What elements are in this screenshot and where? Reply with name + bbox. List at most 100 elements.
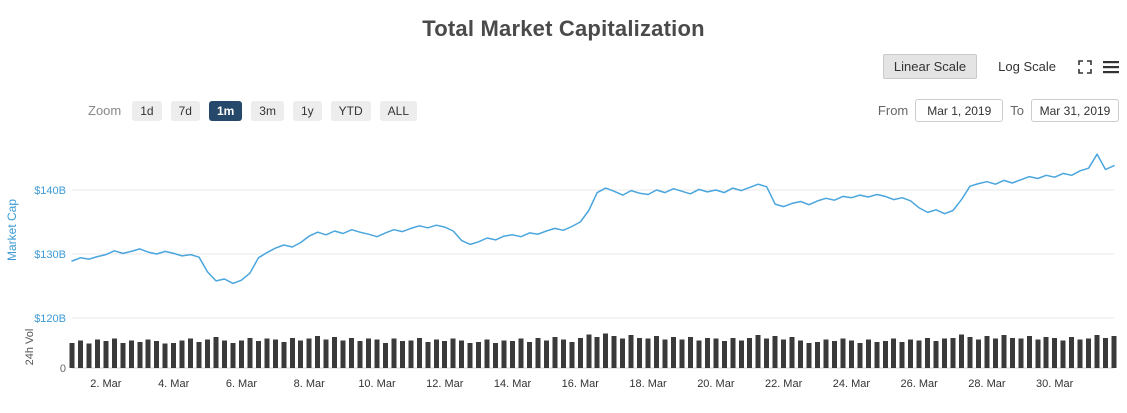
volume-bar xyxy=(721,341,727,368)
volume-bar xyxy=(764,338,770,368)
x-axis-label: 16. Mar xyxy=(562,378,600,390)
volume-bar xyxy=(86,343,92,368)
zoom-button-1y[interactable]: 1y xyxy=(292,100,322,121)
volume-bar xyxy=(450,338,456,368)
volume-bar xyxy=(1035,339,1041,368)
volume-bar xyxy=(594,336,600,368)
volume-bar xyxy=(196,341,202,368)
volume-bar xyxy=(1103,337,1109,368)
volume-bar xyxy=(1026,336,1032,368)
volume-bar xyxy=(306,338,312,368)
x-axis-label: 22. Mar xyxy=(765,378,803,390)
volume-bar xyxy=(391,338,397,368)
volume-bar xyxy=(713,338,719,368)
volume-bar xyxy=(882,341,888,368)
zoom-button-3m[interactable]: 3m xyxy=(251,100,284,121)
volume-bar xyxy=(459,340,465,368)
volume-bar xyxy=(730,337,736,368)
x-axis-label: 30. Mar xyxy=(1036,378,1074,390)
menu-icon[interactable] xyxy=(1103,60,1119,74)
volume-bar xyxy=(874,341,880,368)
volume-bar xyxy=(1018,338,1024,368)
volume-bar xyxy=(1052,337,1058,368)
volume-bar xyxy=(535,337,541,368)
zoom-button-1m[interactable]: 1m xyxy=(208,100,243,121)
volume-bar xyxy=(315,336,321,368)
volume-bar xyxy=(959,334,965,368)
volume-bar xyxy=(145,339,151,368)
page-title: Total Market Capitalization xyxy=(422,16,705,41)
x-axis-label: 18. Mar xyxy=(629,378,667,390)
volume-bar xyxy=(526,341,532,368)
volume-bar xyxy=(171,342,177,368)
volume-bar xyxy=(908,339,914,368)
fullscreen-icon[interactable] xyxy=(1077,59,1093,75)
volume-bar xyxy=(543,340,549,368)
volume-bar xyxy=(560,339,566,368)
volume-bar xyxy=(781,339,787,368)
volume-bar xyxy=(933,341,939,368)
volume-bar xyxy=(518,338,524,368)
volume-bar xyxy=(1111,336,1117,368)
volume-bar xyxy=(510,341,516,368)
volume-bar xyxy=(205,339,211,368)
volume-bar xyxy=(848,340,854,368)
zoom-button-group: Zoom 1d 7d 1m 3m 1y YTD ALL xyxy=(88,100,418,121)
volume-bar xyxy=(188,338,194,368)
volume-bar xyxy=(137,341,143,368)
x-axis-label: 8. Mar xyxy=(294,378,326,390)
to-date-input[interactable] xyxy=(1031,99,1119,122)
volume-bar xyxy=(891,338,897,368)
from-date-input[interactable] xyxy=(915,99,1004,122)
volume-bar xyxy=(281,341,287,368)
market-cap-line xyxy=(71,153,1115,285)
x-axis-label: 10. Mar xyxy=(358,378,396,390)
zoom-button-1d[interactable]: 1d xyxy=(132,100,162,121)
volume-bar xyxy=(1060,340,1066,368)
zoom-label: Zoom xyxy=(88,103,122,118)
volume-bar xyxy=(975,339,981,368)
log-scale-button[interactable]: Log Scale xyxy=(998,59,1056,74)
volume-bar xyxy=(408,340,414,368)
volume-bar xyxy=(967,336,973,368)
zoom-button-7d[interactable]: 7d xyxy=(170,100,200,121)
volume-bar xyxy=(637,337,643,368)
zoom-button-all[interactable]: ALL xyxy=(379,100,418,121)
x-axis-label: 12. Mar xyxy=(426,378,464,390)
y-axis-label: $140B xyxy=(34,185,66,197)
volume-bar xyxy=(357,341,363,368)
volume-bar xyxy=(670,336,676,368)
volume-bar xyxy=(289,337,295,368)
volume-bar xyxy=(1043,336,1049,368)
volume-bar xyxy=(238,340,244,368)
volume-bar xyxy=(349,337,355,368)
linear-scale-button[interactable]: Linear Scale xyxy=(882,54,978,79)
volume-bar xyxy=(366,338,372,368)
volume-bar xyxy=(899,341,905,368)
volume-bar xyxy=(493,342,499,368)
volume-bar xyxy=(806,342,812,368)
volume-bar xyxy=(399,341,405,368)
volume-bar xyxy=(831,341,837,368)
to-label: To xyxy=(1010,103,1024,118)
volume-bar xyxy=(738,340,744,368)
volume-bar xyxy=(179,340,185,368)
volume-bar xyxy=(162,343,168,368)
volume-bar xyxy=(230,342,236,368)
volume-bar xyxy=(679,339,685,368)
volume-bar xyxy=(120,342,126,368)
volume-bar xyxy=(823,339,829,368)
x-axis-label: 20. Mar xyxy=(697,378,735,390)
volume-bar xyxy=(925,337,931,368)
zoom-button-ytd[interactable]: YTD xyxy=(330,100,371,121)
x-axis-label: 4. Mar xyxy=(158,378,190,390)
volume-bar xyxy=(323,339,329,368)
volume-bar xyxy=(798,340,804,368)
volume-bar xyxy=(298,340,304,368)
volume-bar xyxy=(569,341,575,368)
volume-bar xyxy=(628,335,634,368)
volume-bar xyxy=(332,336,338,368)
volume-bar xyxy=(247,337,253,368)
volume-bar xyxy=(704,337,710,368)
